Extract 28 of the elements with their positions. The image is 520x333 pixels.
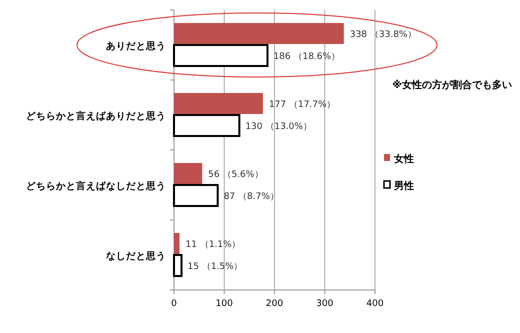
bar [173,114,240,137]
bar [174,233,180,254]
legend-label: 男性 [393,180,414,192]
legend-label: 女性 [393,153,414,165]
x-tick-label: 100 [216,299,234,309]
x-tick-label: 300 [316,299,334,309]
x-tick-label: 400 [366,299,384,309]
data-label: 56 （5.6%） [208,170,264,180]
bar [173,184,219,207]
data-label: 15 （1.5%） [188,262,243,272]
x-tick-label: 0 [171,299,178,309]
y-tick-label: ありだと思う [106,40,166,52]
y-tick-label: どちらかと言えばありだと思う [26,110,166,122]
data-label: 11 （1.1%） [186,240,241,250]
data-label: 338 （33.8%） [350,30,416,40]
text: ※女性の方が割合でも多い [392,79,512,91]
bar [174,93,263,114]
y-tick-label: なしだと思う [106,250,166,262]
data-label: 186 （18.6%） [273,52,340,62]
x-tick-label: 200 [266,299,284,309]
bar [174,23,344,44]
bar [174,163,202,184]
data-label: 130 （13.0%） [245,122,312,132]
bar [173,254,183,277]
bar [173,44,268,67]
y-tick-label: どちらかと言えばなしだと思う [26,180,166,192]
data-label: 177 （17.7%） [268,100,336,110]
data-label: 87 （8.7%） [224,192,279,202]
